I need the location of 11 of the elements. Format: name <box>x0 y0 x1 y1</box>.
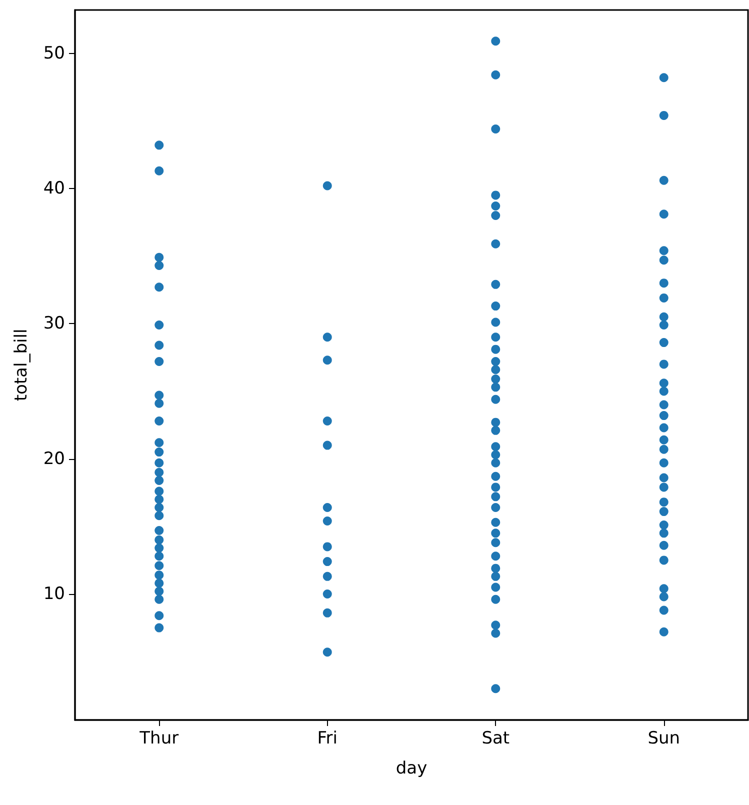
y-tick-label: 40 <box>43 178 65 198</box>
x-tick-label: Thur <box>138 728 179 748</box>
x-tick-label: Sun <box>648 728 680 748</box>
y-axis-title: total_bill <box>12 328 32 402</box>
y-tick-label: 10 <box>43 584 65 604</box>
x-tick-label: Fri <box>317 728 338 748</box>
x-tick-label: Sat <box>482 728 510 748</box>
x-axis-title: day <box>396 758 428 778</box>
y-tick-label: 30 <box>43 314 65 334</box>
y-tick-label: 20 <box>43 448 65 469</box>
y-tick-label: 50 <box>43 43 65 64</box>
